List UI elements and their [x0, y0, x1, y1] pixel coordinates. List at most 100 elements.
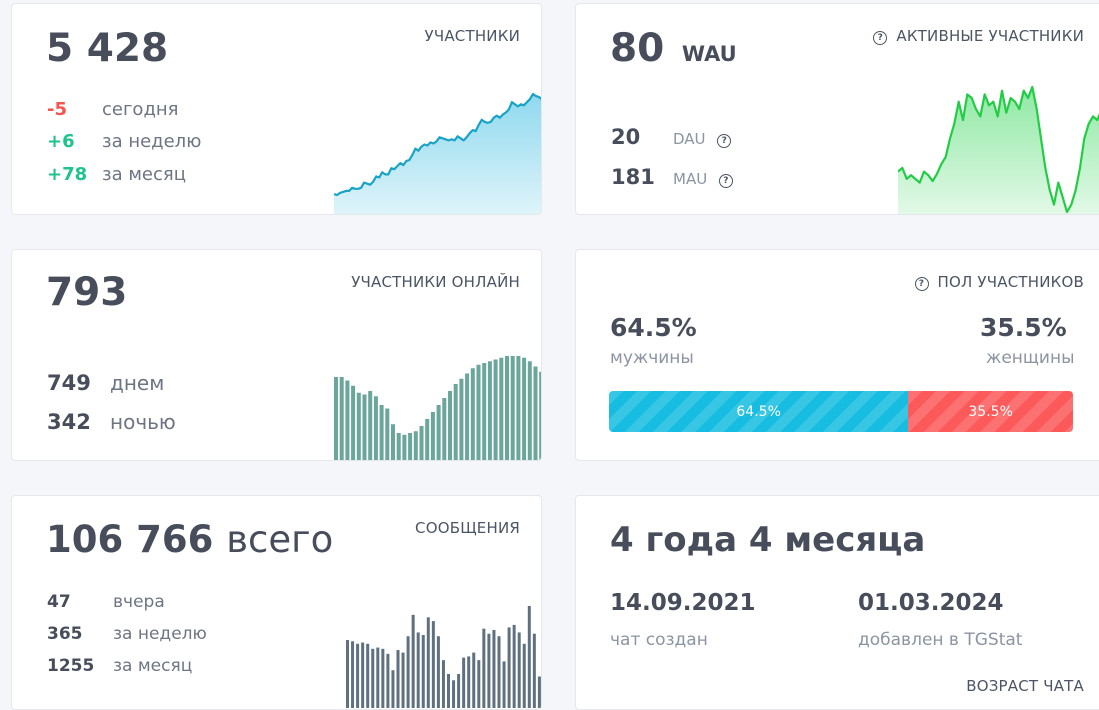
- bar: [447, 674, 450, 708]
- wau-count: 80: [610, 26, 665, 71]
- bar: [391, 424, 395, 460]
- series-area: [334, 94, 541, 214]
- bar: [402, 434, 407, 460]
- wau-value: 80 WAU: [610, 26, 737, 71]
- bar: [396, 433, 401, 460]
- dau-label: DAU: [673, 130, 706, 148]
- bar: [356, 643, 360, 708]
- bar: [379, 405, 384, 460]
- wau-unit: WAU: [681, 42, 737, 66]
- bar: [497, 636, 501, 708]
- bar: [413, 431, 418, 460]
- bar: [510, 356, 515, 460]
- bar: [533, 366, 538, 460]
- bar: [421, 634, 425, 708]
- bar: [411, 614, 415, 708]
- online-count: 793: [46, 270, 128, 315]
- bar: [452, 680, 456, 708]
- active-members-caption: ? АКТИВНЫЕ УЧАСТНИКИ: [873, 27, 1084, 45]
- bar: [361, 642, 365, 708]
- bar: [470, 368, 475, 460]
- chat-age-card[interactable]: 4 года 4 месяца 14.09.2021 чат создан 01…: [575, 495, 1099, 710]
- bar: [396, 650, 400, 708]
- bar: [436, 636, 440, 708]
- chat-age-caption: ВОЗРАСТ ЧАТА: [966, 677, 1084, 695]
- bar: [436, 405, 441, 460]
- bar: [416, 632, 420, 708]
- bar: [406, 636, 410, 708]
- messages-yesterday-value: 47: [47, 592, 71, 612]
- gender-card[interactable]: ? ПОЛ УЧАСТНИКОВ 64.5% мужчины 35.5% жен…: [575, 249, 1099, 461]
- bar: [522, 643, 526, 708]
- online-members-card[interactable]: 793 УЧАСТНИКИ ОНЛАЙН 749 днем 342 ночью: [11, 249, 542, 461]
- help-icon[interactable]: ?: [873, 31, 888, 45]
- bar: [362, 394, 367, 460]
- caption-text: АКТИВНЫЕ УЧАСТНИКИ: [896, 27, 1084, 45]
- bar: [368, 391, 373, 460]
- bar: [482, 363, 487, 460]
- female-label: женщины: [986, 348, 1075, 368]
- bar: [476, 364, 481, 460]
- help-icon[interactable]: ?: [914, 277, 929, 291]
- bar: [517, 632, 521, 708]
- members-row-week: +6 за неделю: [47, 131, 201, 152]
- female-percent: 35.5%: [980, 313, 1067, 342]
- bar: [527, 361, 532, 460]
- male-percent: 64.5%: [610, 313, 697, 342]
- active-members-card[interactable]: 80 WAU ? АКТИВНЫЕ УЧАСТНИКИ 20 DAU ? 181 M…: [575, 3, 1099, 215]
- online-bar-chart: [334, 356, 541, 460]
- help-icon[interactable]: ?: [718, 174, 733, 188]
- created-date: 14.09.2021: [610, 590, 756, 616]
- online-day-value: 749: [47, 371, 91, 395]
- messages-total: 106 766 всего: [46, 518, 333, 561]
- bar: [482, 628, 486, 708]
- bar: [507, 627, 511, 708]
- mau-row: 181 MAU ?: [611, 165, 733, 189]
- bar: [493, 359, 498, 460]
- bar: [351, 641, 355, 708]
- bar: [408, 433, 413, 460]
- male-segment-label: 64.5%: [736, 403, 781, 420]
- bar: [467, 656, 471, 708]
- members-caption: УЧАСТНИКИ: [424, 27, 520, 45]
- messages-month-value: 1255: [47, 656, 95, 676]
- online-night-value: 342: [47, 410, 91, 434]
- bar: [373, 396, 378, 460]
- online-night-row: 342 ночью: [47, 410, 176, 434]
- bar: [339, 377, 344, 460]
- bar: [537, 676, 541, 708]
- dau-value: 20: [611, 125, 641, 149]
- added-date: 01.03.2024: [858, 590, 1004, 616]
- bar: [356, 392, 361, 460]
- bar: [430, 412, 435, 460]
- bar: [512, 624, 516, 708]
- male-label: мужчины: [610, 348, 694, 368]
- bar: [419, 426, 424, 460]
- online-day-label: днем: [110, 371, 165, 395]
- series-line: [334, 92, 541, 197]
- female-segment: 35.5%: [908, 391, 1073, 432]
- mau-label: MAU: [673, 170, 708, 188]
- members-row-month: +78 за месяц: [47, 164, 186, 185]
- gender-caption: ? ПОЛ УЧАСТНИКОВ: [914, 273, 1084, 291]
- messages-card[interactable]: 106 766 всего СООБЩЕНИЯ 47 вчера 365 за не…: [11, 495, 542, 710]
- bar: [448, 391, 452, 460]
- bar: [371, 648, 375, 708]
- bar: [381, 648, 385, 708]
- bar: [431, 621, 435, 708]
- delta-value: -5: [47, 99, 67, 120]
- bar: [492, 629, 496, 708]
- series-area: [898, 87, 1099, 214]
- messages-week-value: 365: [47, 624, 83, 644]
- added-label: добавлен в TGStat: [858, 630, 1023, 650]
- bar: [459, 378, 464, 460]
- messages-total-suffix: всего: [226, 518, 334, 561]
- members-row-today: -5 сегодня: [47, 99, 178, 120]
- help-icon[interactable]: ?: [717, 134, 732, 148]
- bar: [505, 356, 509, 460]
- female-segment-label: 35.5%: [968, 403, 1013, 420]
- wau-sparkline: [898, 85, 1099, 214]
- bar: [426, 617, 430, 708]
- messages-bar-chart: [346, 606, 541, 708]
- members-card[interactable]: 5 428 УЧАСТНИКИ -5 сегодня +6 за неделю +7…: [11, 3, 542, 215]
